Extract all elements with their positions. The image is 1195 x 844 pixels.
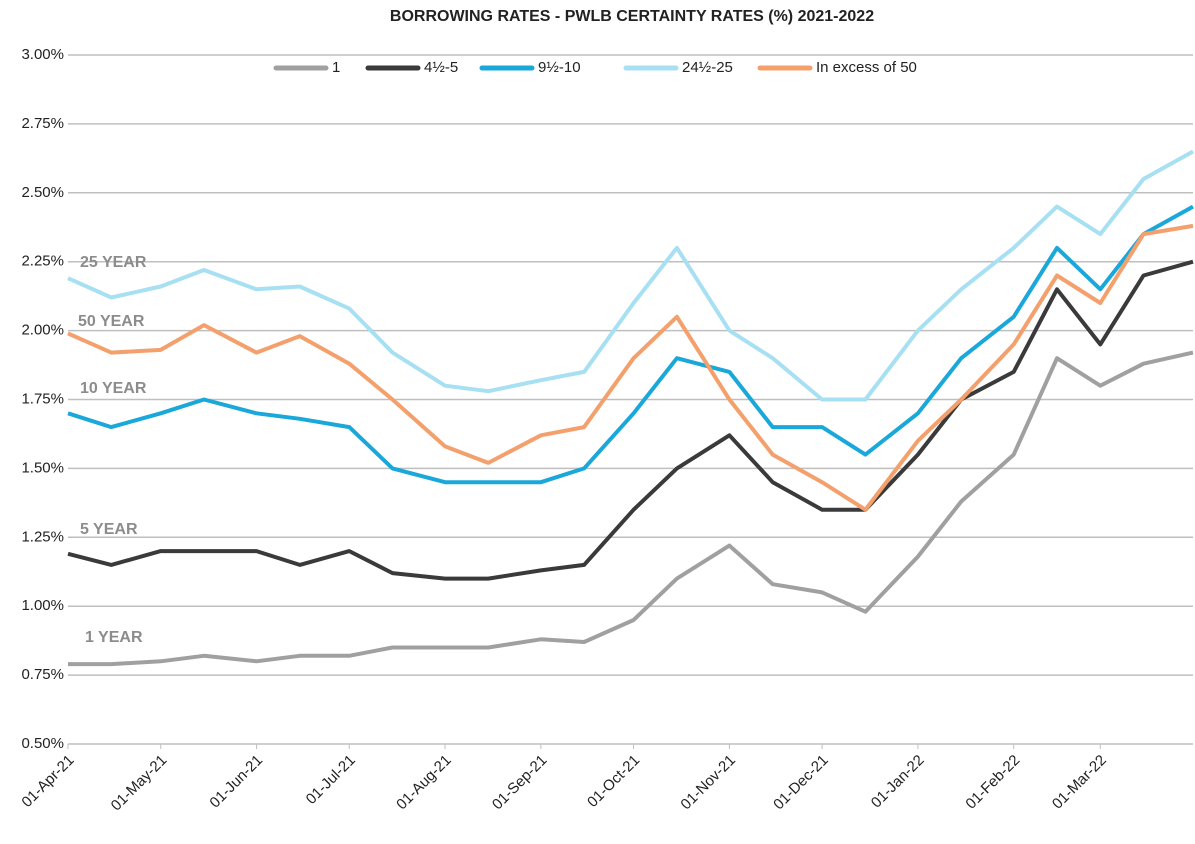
y-tick-label: 2.00% <box>21 322 64 339</box>
x-tick-label: 01-Mar-22 <box>1049 752 1110 813</box>
y-tick-label: 0.75% <box>21 666 64 683</box>
x-tick-label: 01-Sep-21 <box>489 752 551 814</box>
y-tick-label: 0.50% <box>21 735 64 752</box>
annotation: 50 YEAR <box>78 313 145 330</box>
x-tick-label: 01-Oct-21 <box>584 752 643 811</box>
legend-label: 9½-10 <box>538 59 581 76</box>
legend-label: 24½-25 <box>682 59 733 76</box>
x-tick-label: 01-Jun-21 <box>206 752 266 812</box>
x-tick-label: 01-Nov-21 <box>677 752 739 814</box>
x-tick-label: 01-Jul-21 <box>303 752 359 808</box>
x-tick-label: 01-May-21 <box>108 752 171 815</box>
y-tick-label: 1.00% <box>21 597 64 614</box>
annotation: 10 YEAR <box>80 380 147 397</box>
x-tick-label: 01-Feb-22 <box>962 752 1023 813</box>
y-tick-label: 2.50% <box>21 184 64 201</box>
x-tick-label: 01-Dec-21 <box>770 752 832 814</box>
x-tick-label: 01-Aug-21 <box>393 752 455 814</box>
legend-label: 1 <box>332 59 340 76</box>
x-tick-label: 01-Apr-21 <box>18 752 77 811</box>
series-line <box>67 149 1194 402</box>
legend-label: 4½-5 <box>424 59 458 76</box>
y-tick-label: 3.00% <box>21 46 64 63</box>
annotation: 5 YEAR <box>80 521 138 538</box>
series-line <box>67 259 1194 581</box>
series-line <box>68 350 1194 667</box>
chart-title: BORROWING RATES - PWLB CERTAINTY RATES (… <box>390 8 874 25</box>
y-tick-label: 2.25% <box>21 253 64 270</box>
y-tick-label: 1.25% <box>21 528 64 545</box>
x-tick-label: 01-Jan-22 <box>868 752 928 812</box>
y-tick-label: 1.75% <box>21 390 64 407</box>
legend-label: In excess of 50 <box>816 59 917 76</box>
y-tick-label: 2.75% <box>21 115 64 132</box>
annotation: 25 YEAR <box>80 254 147 271</box>
y-tick-label: 1.50% <box>21 459 64 476</box>
annotation: 1 YEAR <box>85 629 143 646</box>
series-line <box>67 223 1194 512</box>
series-line <box>67 204 1194 485</box>
